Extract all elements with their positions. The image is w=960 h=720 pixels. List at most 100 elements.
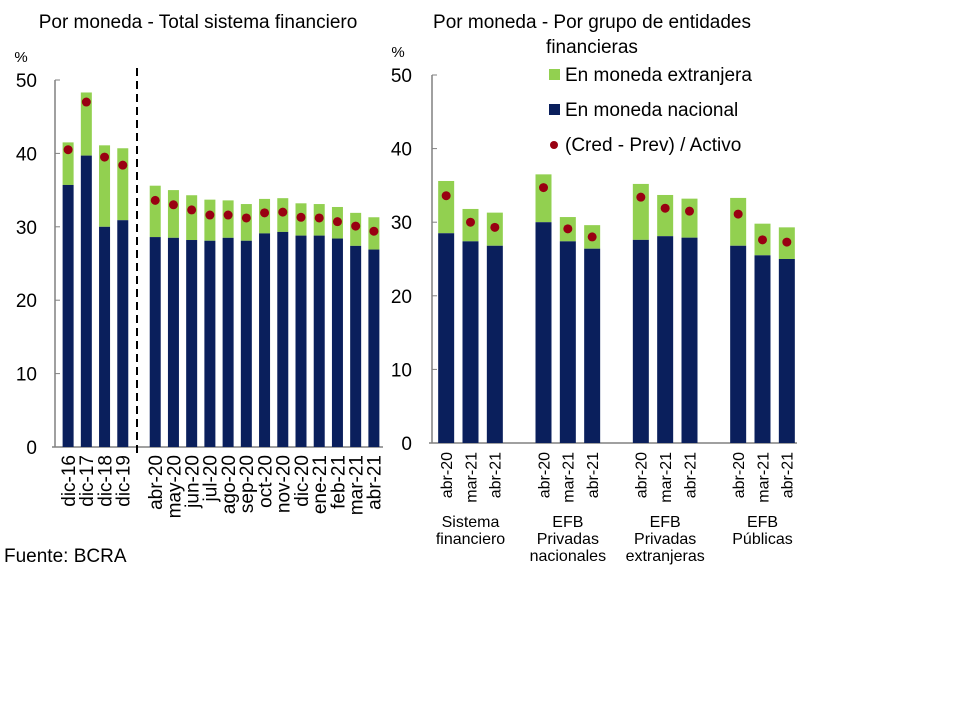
bar-nacional — [80, 155, 92, 448]
bar-nacional — [350, 245, 362, 447]
right-x-labels: abr-20 mar-21 abr-21 abr-20 mar-21 abr-21 abr-… — [436, 452, 797, 565]
bar-nacional — [313, 235, 325, 447]
x-tick-label: dic-18 — [95, 455, 116, 507]
x-tick-label: may-20 — [164, 455, 185, 518]
ratio-point — [150, 195, 160, 205]
group-label: financiero — [436, 531, 505, 548]
ratio-point — [466, 217, 475, 227]
group-label: EFB — [552, 514, 583, 531]
bar-extranjera — [657, 194, 674, 237]
bar-nacional — [486, 245, 503, 443]
y-tick-label: 20 — [391, 287, 412, 308]
x-tick-label: ene-21 — [310, 455, 331, 514]
legend-label-extranjera: En moneda extranjera — [565, 65, 752, 86]
left-chart-title: Por moneda - Total sistema financiero — [39, 12, 358, 33]
y-tick-label: 20 — [16, 291, 37, 312]
bar-nacional — [204, 240, 216, 447]
bar-nacional — [331, 238, 343, 447]
ratio-point — [223, 210, 233, 220]
bar-nacional — [730, 245, 747, 443]
x-tick-label: dic-16 — [59, 455, 80, 507]
ratio-point — [260, 208, 270, 218]
x-tick-label: nov-20 — [274, 455, 295, 513]
y-tick-label: 0 — [26, 438, 37, 459]
ratio-point — [563, 224, 573, 234]
x-tick-label: dic-17 — [77, 455, 98, 507]
x-tick-label: jul-20 — [201, 455, 222, 502]
bar-nacional — [99, 226, 111, 447]
bar-extranjera — [632, 183, 649, 240]
x-tick-label: mar-21 — [561, 452, 578, 503]
bar-nacional — [559, 241, 576, 443]
left-y-unit: % — [14, 49, 27, 66]
bar-extranjera — [730, 197, 747, 246]
bar-nacional — [295, 235, 307, 447]
ratio-point — [369, 226, 379, 236]
ratio-point — [187, 205, 197, 215]
y-tick-label: 40 — [391, 140, 412, 161]
legend-label-ratio: (Cred - Prev) / Activo — [565, 135, 741, 156]
legend: En moneda extranjera En moneda nacional … — [549, 65, 752, 156]
ratio-point — [118, 160, 128, 170]
x-tick-label: mar-21 — [347, 455, 368, 515]
bar-nacional — [167, 237, 179, 447]
legend-marker-nacional — [549, 104, 560, 115]
bar-nacional — [754, 255, 771, 443]
source-note: Fuente: BCRA — [4, 546, 127, 567]
x-tick-label: abr-20 — [634, 452, 651, 498]
bar-extranjera — [167, 190, 179, 238]
y-tick-label: 30 — [391, 213, 412, 234]
bar-nacional — [259, 233, 271, 447]
ratio-point — [332, 217, 342, 227]
right-chart: Por moneda - Por grupo de entidades fina… — [391, 12, 797, 565]
ratio-point — [241, 213, 251, 223]
x-tick-label: abr-21 — [780, 452, 797, 498]
left-y-axis: 0 10 20 30 40 50 — [16, 71, 383, 459]
bar-nacional — [657, 236, 674, 443]
right-bars — [438, 174, 795, 443]
ratio-point — [587, 232, 597, 242]
bar-nacional — [117, 220, 129, 447]
x-tick-label: mar-21 — [755, 452, 772, 503]
group-label: Públicas — [732, 531, 792, 548]
ratio-point — [314, 213, 324, 223]
ratio-point — [441, 191, 451, 201]
bar-extranjera — [681, 198, 698, 238]
ratio-point — [81, 97, 91, 107]
group-label: Privadas — [634, 531, 696, 548]
x-tick-label: dic-20 — [292, 455, 313, 507]
ratio-point — [685, 206, 694, 216]
bar-nacional — [240, 240, 252, 447]
ratio-point — [63, 145, 73, 155]
bar-nacional — [368, 249, 380, 447]
ratio-point — [278, 207, 288, 217]
legend-label-nacional: En moneda nacional — [565, 100, 738, 121]
group-label: Sistema — [442, 514, 500, 531]
bar-nacional — [778, 259, 795, 443]
x-tick-label: ago-20 — [219, 455, 240, 514]
x-tick-label: abr-21 — [365, 455, 386, 510]
ratio-point — [636, 192, 646, 202]
left-bars — [62, 68, 380, 455]
ratio-point — [539, 183, 548, 193]
bar-extranjera — [535, 174, 552, 223]
bar-nacional — [535, 222, 552, 443]
x-tick-label: abr-20 — [439, 452, 456, 498]
ratio-point — [490, 222, 500, 232]
ratio-point — [100, 152, 110, 162]
ratio-point — [733, 209, 743, 219]
y-tick-label: 10 — [16, 365, 37, 386]
ratio-point — [351, 221, 361, 231]
bar-nacional — [149, 237, 161, 447]
x-tick-label: feb-21 — [328, 455, 349, 509]
bar-extranjera — [186, 195, 198, 241]
ratio-point — [782, 237, 792, 247]
x-tick-label: abr-20 — [731, 452, 748, 498]
y-tick-label: 50 — [391, 66, 412, 87]
bar-nacional — [222, 237, 234, 447]
bar-nacional — [462, 241, 479, 443]
bar-nacional — [277, 231, 289, 447]
group-label: Privadas — [537, 531, 599, 548]
x-tick-label: sep-20 — [237, 455, 258, 513]
